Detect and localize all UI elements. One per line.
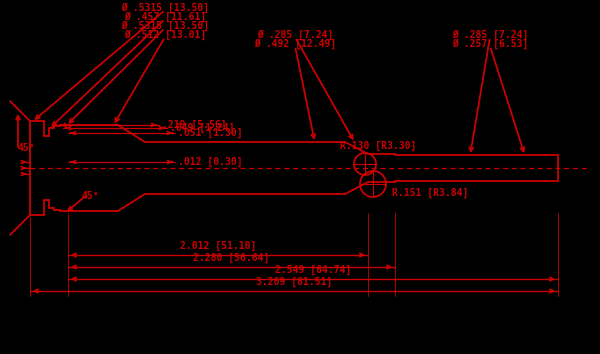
Text: .049 [1.24]: .049 [1.24] bbox=[170, 123, 235, 133]
Text: 3.209 [81.51]: 3.209 [81.51] bbox=[256, 277, 332, 287]
Text: Ø .285 [7.24]: Ø .285 [7.24] bbox=[257, 30, 333, 40]
Text: 45°: 45° bbox=[18, 143, 35, 153]
Text: 2.549 [64.74]: 2.549 [64.74] bbox=[275, 265, 351, 275]
Text: .219 [5.56]: .219 [5.56] bbox=[162, 120, 227, 130]
Text: Ø .492 [12.49]: Ø .492 [12.49] bbox=[254, 39, 336, 49]
Text: 2.012 [51.10]: 2.012 [51.10] bbox=[180, 241, 256, 251]
Text: R.151 [R3.84]: R.151 [R3.84] bbox=[392, 188, 469, 198]
Text: .012 [0.30]: .012 [0.30] bbox=[178, 157, 242, 167]
Text: 2.280 [56.64]: 2.280 [56.64] bbox=[193, 253, 269, 263]
Text: Ø .257 [6.53]: Ø .257 [6.53] bbox=[452, 39, 528, 49]
Text: 45°: 45° bbox=[82, 191, 100, 201]
Text: R.130 [R3.30]: R.130 [R3.30] bbox=[340, 141, 416, 151]
Text: Ø .457 [11.61]: Ø .457 [11.61] bbox=[124, 12, 206, 22]
Text: Ø .5315 [13.50]: Ø .5315 [13.50] bbox=[121, 3, 209, 13]
Text: Ø .285 [7.24]: Ø .285 [7.24] bbox=[452, 30, 528, 40]
Text: Ø .512 [13.01]: Ø .512 [13.01] bbox=[124, 30, 206, 40]
Text: .051 [1.30]: .051 [1.30] bbox=[178, 128, 242, 138]
Text: Ø .5315 [13.50]: Ø .5315 [13.50] bbox=[121, 21, 209, 31]
